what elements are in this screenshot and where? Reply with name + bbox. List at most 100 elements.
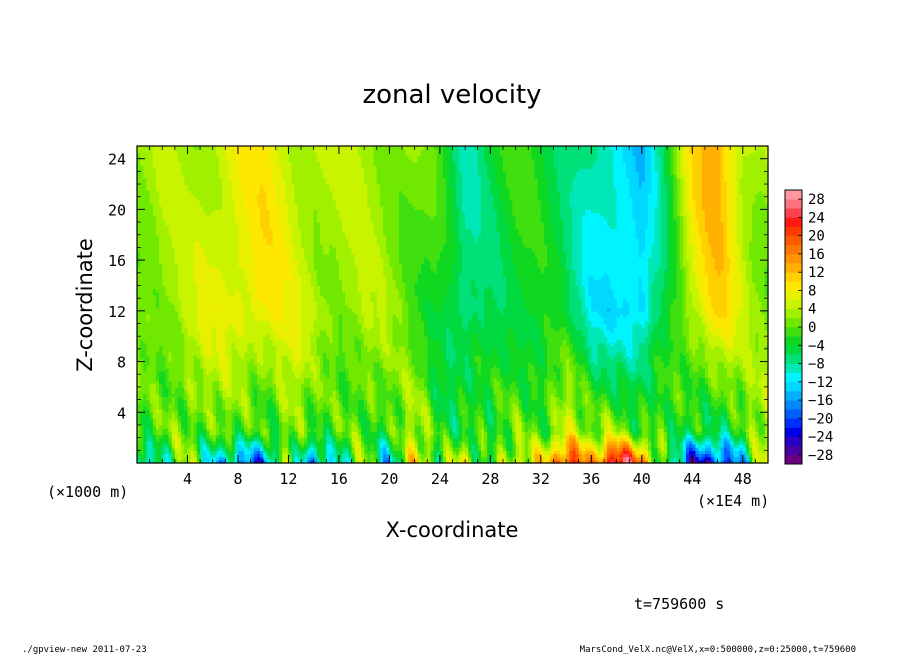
heatmap-cell bbox=[152, 393, 157, 398]
heatmap-cell bbox=[206, 443, 211, 448]
heatmap-cell bbox=[200, 428, 204, 432]
heatmap-cell bbox=[203, 234, 207, 239]
heatmap-cell bbox=[212, 260, 217, 264]
heatmap-cell bbox=[181, 190, 185, 195]
heatmap-cell bbox=[196, 272, 201, 277]
heatmap-cell bbox=[193, 269, 198, 274]
heatmap-cell bbox=[162, 244, 166, 249]
heatmap-cell bbox=[174, 177, 179, 182]
heatmap-cell bbox=[171, 323, 176, 328]
heatmap-cell bbox=[190, 266, 195, 271]
heatmap-cell bbox=[155, 450, 160, 455]
heatmap-cell bbox=[212, 320, 217, 325]
heatmap-cell bbox=[203, 345, 207, 350]
heatmap-cell bbox=[190, 174, 195, 179]
heatmap-cell bbox=[159, 361, 163, 366]
heatmap-cell bbox=[184, 146, 189, 150]
heatmap-cell bbox=[203, 161, 207, 166]
heatmap-cell bbox=[165, 269, 170, 274]
heatmap-cell bbox=[162, 456, 166, 461]
heatmap-cell bbox=[140, 326, 144, 331]
heatmap-cell bbox=[203, 374, 207, 379]
heatmap-cell bbox=[178, 352, 182, 356]
heatmap-cell bbox=[155, 314, 160, 318]
heatmap-cell bbox=[200, 348, 204, 353]
heatmap-cell bbox=[178, 190, 182, 195]
heatmap-cell bbox=[206, 218, 211, 223]
heatmap-cell bbox=[152, 146, 157, 150]
heatmap-cell bbox=[181, 244, 185, 249]
heatmap-cell bbox=[181, 412, 185, 417]
heatmap-cell bbox=[206, 228, 211, 233]
heatmap-cell bbox=[174, 171, 179, 176]
heatmap-cell bbox=[190, 453, 195, 458]
heatmap-cell bbox=[168, 304, 173, 309]
heatmap-cell bbox=[146, 247, 151, 252]
heatmap-cell bbox=[146, 228, 151, 233]
heatmap-cell bbox=[152, 241, 157, 245]
heatmap-cell bbox=[215, 288, 220, 293]
heatmap-cell bbox=[206, 355, 211, 359]
heatmap-cell bbox=[137, 323, 141, 328]
heatmap-cell bbox=[187, 380, 192, 385]
heatmap-cell bbox=[168, 260, 173, 264]
heatmap-cell bbox=[181, 225, 185, 230]
heatmap-cell bbox=[162, 231, 166, 236]
heatmap-cell bbox=[146, 206, 151, 210]
heatmap-cell bbox=[149, 412, 154, 417]
heatmap-cell bbox=[155, 358, 160, 363]
heatmap-cell bbox=[159, 428, 163, 432]
heatmap-cell bbox=[171, 329, 176, 334]
heatmap-cell bbox=[193, 215, 198, 220]
heatmap-cell bbox=[162, 333, 166, 337]
heatmap-cell bbox=[168, 288, 173, 293]
heatmap-cell bbox=[209, 263, 214, 268]
heatmap-cell bbox=[181, 329, 185, 334]
heatmap-cell bbox=[184, 161, 189, 166]
heatmap-cell bbox=[162, 307, 166, 312]
heatmap-cell bbox=[165, 180, 170, 185]
heatmap-cell bbox=[184, 310, 189, 315]
heatmap-cell bbox=[209, 323, 214, 328]
heatmap-cell bbox=[159, 250, 163, 255]
heatmap-cell bbox=[203, 222, 207, 226]
heatmap-cell bbox=[209, 314, 214, 318]
heatmap-cell bbox=[162, 386, 166, 391]
heatmap-cell bbox=[137, 329, 141, 334]
heatmap-cell bbox=[152, 231, 157, 236]
heatmap-cell bbox=[152, 298, 157, 302]
heatmap-cell bbox=[215, 409, 220, 413]
heatmap-cell bbox=[171, 383, 176, 388]
heatmap-cell bbox=[165, 371, 170, 375]
heatmap-cell bbox=[184, 380, 189, 385]
heatmap-cell bbox=[152, 234, 157, 239]
heatmap-cell bbox=[159, 212, 163, 217]
heatmap-cell bbox=[193, 253, 198, 258]
heatmap-cell bbox=[193, 393, 198, 398]
heatmap-cell bbox=[140, 412, 144, 417]
heatmap-cell bbox=[200, 298, 204, 302]
heatmap-cell bbox=[184, 304, 189, 309]
heatmap-cell bbox=[184, 317, 189, 321]
heatmap-cell bbox=[165, 339, 170, 344]
heatmap-cell bbox=[178, 241, 182, 245]
heatmap-cell bbox=[209, 399, 214, 404]
heatmap-cell bbox=[184, 336, 189, 340]
heatmap-cell bbox=[212, 256, 217, 261]
heatmap-cell bbox=[146, 355, 151, 359]
heatmap-cell bbox=[193, 443, 198, 448]
heatmap-cell bbox=[212, 428, 217, 432]
heatmap-cell bbox=[143, 231, 148, 236]
heatmap-cell bbox=[146, 253, 151, 258]
heatmap-cell bbox=[187, 326, 192, 331]
heatmap-cell bbox=[212, 285, 217, 290]
heatmap-cell bbox=[209, 333, 214, 337]
heatmap-cell bbox=[196, 298, 201, 302]
heatmap-cell bbox=[165, 203, 170, 207]
heatmap-cell bbox=[196, 323, 201, 328]
heatmap-cell bbox=[193, 158, 198, 163]
heatmap-cell bbox=[140, 459, 144, 464]
heatmap-cell bbox=[212, 184, 217, 188]
heatmap-cell bbox=[174, 146, 179, 150]
heatmap-cell bbox=[200, 149, 204, 153]
